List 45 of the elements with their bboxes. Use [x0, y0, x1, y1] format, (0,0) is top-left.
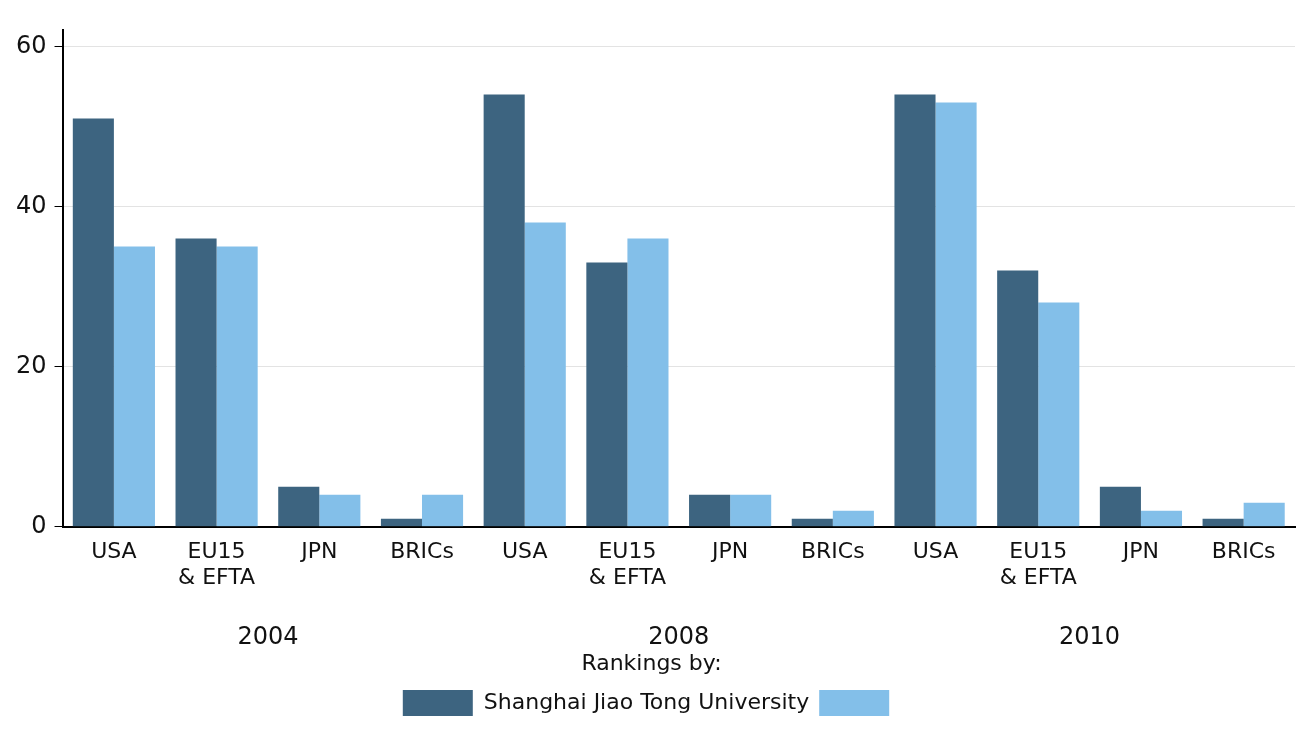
- bar: [730, 494, 772, 527]
- legend-title: Rankings by:: [581, 650, 722, 676]
- bar: [380, 518, 423, 527]
- x-tick-label: BRICs: [1211, 537, 1276, 563]
- bar: [1202, 518, 1244, 527]
- bar: [935, 102, 977, 527]
- bar: [72, 118, 114, 527]
- x-tick-label: EU15 & EFTA: [178, 537, 256, 590]
- x-tick-label: EU15 & EFTA: [999, 537, 1077, 590]
- bar: [997, 270, 1039, 527]
- y-tick-label: 0: [31, 511, 47, 540]
- x-tick-label: USA: [501, 537, 548, 563]
- bar: [278, 486, 320, 527]
- bar: [216, 246, 258, 527]
- text: 2010: [1059, 621, 1121, 650]
- bar: [1140, 510, 1183, 527]
- x-tick-label: USA: [912, 537, 959, 563]
- x-tick-label: JPN: [1120, 537, 1160, 563]
- bar: [175, 238, 217, 527]
- bar: [1099, 486, 1141, 527]
- bar: [1243, 502, 1285, 527]
- x-tick-label: BRICs: [800, 537, 865, 563]
- y-tick-label: 40: [15, 190, 47, 219]
- text: 2004: [237, 621, 299, 650]
- bar: [483, 94, 525, 527]
- x-tick-label: JPN: [710, 537, 749, 563]
- bar: [319, 494, 361, 527]
- legend-label: Shanghai Jiao Tong University: [483, 688, 810, 714]
- bar: [627, 238, 669, 527]
- bar: [832, 510, 874, 527]
- x-tick-label: BRICs: [390, 537, 454, 563]
- bar: [422, 494, 464, 527]
- y-tick-label: 20: [15, 350, 47, 379]
- bar: [791, 518, 833, 527]
- bar: [586, 262, 628, 527]
- bar: [524, 222, 566, 527]
- bar: [1038, 302, 1080, 527]
- x-tick-label: USA: [91, 537, 137, 563]
- x-tick-label: EU15 & EFTA: [588, 537, 666, 590]
- bar: [894, 94, 936, 527]
- bar: [689, 494, 731, 527]
- y-tick-label: 60: [15, 30, 47, 59]
- text: 2008: [648, 621, 710, 650]
- x-tick-label: JPN: [299, 537, 338, 563]
- bar: [113, 246, 155, 527]
